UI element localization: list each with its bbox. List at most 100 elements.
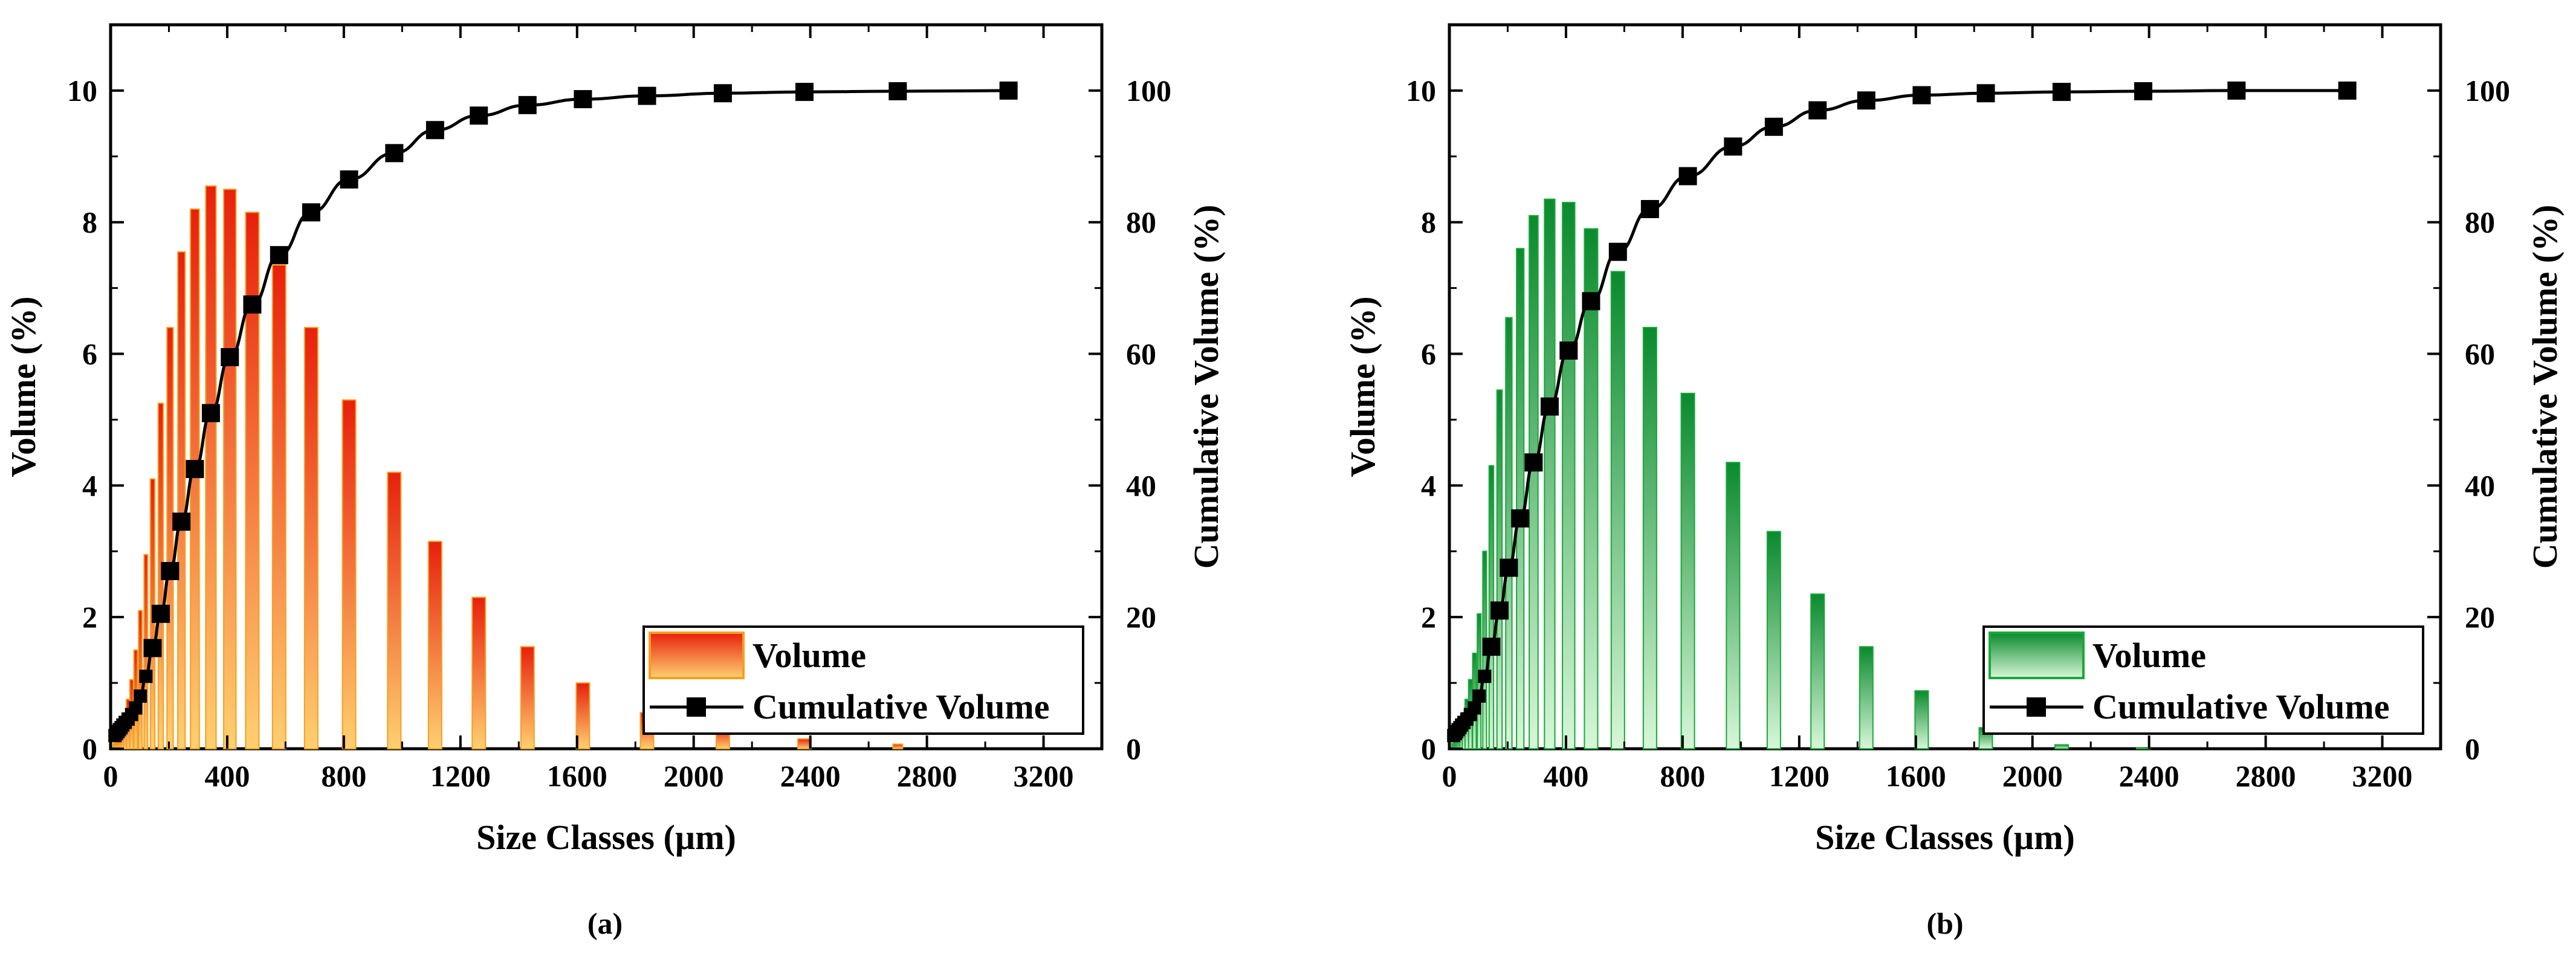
legend-label-volume: Volume	[752, 636, 866, 675]
volume-bar	[1726, 462, 1741, 750]
cumulative-marker	[638, 86, 656, 105]
cumulative-marker	[1500, 558, 1518, 577]
y-tick-label: 0	[1421, 732, 1436, 766]
x-tick-label: 1600	[1886, 759, 1946, 793]
cumulative-marker	[172, 512, 191, 531]
y2-tick-label: 40	[2465, 468, 2495, 502]
cumulative-marker	[518, 95, 537, 114]
volume-bar	[1505, 317, 1513, 749]
cumulative-marker	[139, 670, 153, 683]
cumulative-marker	[1490, 601, 1509, 620]
volume-bar	[520, 646, 535, 750]
cumulative-marker	[302, 203, 320, 222]
volume-bar	[1914, 690, 1929, 750]
x-tick-label: 800	[1660, 759, 1705, 793]
cumulative-marker	[143, 639, 162, 657]
cumulative-marker	[1640, 199, 1659, 218]
cumulative-marker	[1678, 167, 1697, 186]
cumulative-marker	[1857, 91, 1875, 110]
cumulative-marker	[385, 144, 404, 163]
volume-bar	[2054, 744, 2069, 749]
volume-bar	[177, 251, 186, 749]
volume-bar	[892, 743, 904, 749]
volume-bars	[1451, 198, 2150, 750]
y-tick-label: 2	[82, 600, 97, 634]
y-tick-label: 6	[1421, 337, 1436, 371]
cumulative-marker	[151, 604, 170, 623]
y-tick-label: 8	[1421, 205, 1436, 239]
volume-bar	[1584, 228, 1599, 750]
axis-ticks: 0 400 800 1200 1600 2000 2400 2800 3200024681002…	[67, 25, 1171, 793]
y2-tick-label: 80	[2465, 205, 2495, 239]
legend-swatch-marker	[687, 697, 706, 717]
x-tick-label: 2800	[2236, 759, 2296, 793]
cumulative-marker	[574, 90, 592, 109]
cumulative-marker	[888, 82, 907, 100]
volume-bar	[1516, 248, 1525, 750]
plot-frame	[1448, 23, 2442, 751]
y-axis-title: Volume (%)	[4, 296, 43, 477]
volume-bar	[1529, 215, 1539, 749]
volume-bar	[575, 682, 591, 750]
y2-axis-title: Cumulative Volume (%)	[2525, 205, 2565, 569]
axis-ticks: 0 400 800 1200 1600 2000 2400 2800 3200024681002…	[1406, 25, 2510, 793]
cumulative-marker	[795, 83, 814, 102]
x-tick-label: 2000	[664, 759, 724, 793]
volume-bar	[1766, 531, 1781, 749]
volume-bar	[1859, 646, 1874, 750]
y2-tick-label: 0	[1126, 732, 1141, 766]
x-tick-label: 2800	[897, 759, 957, 793]
y2-tick-label: 60	[2465, 337, 2495, 371]
volume-bar	[1642, 326, 1657, 749]
y-axis-title: Volume (%)	[1343, 296, 1382, 477]
volume-bar	[1810, 593, 1825, 750]
y-tick-label: 6	[82, 337, 97, 371]
volume-bar	[427, 540, 442, 749]
y-tick-label: 4	[82, 468, 97, 502]
cumulative-marker	[1808, 101, 1827, 120]
chart-panel-b: 0 400 800 1200 1600 2000 2400 2800 3200024681002…	[1343, 23, 2565, 940]
y2-tick-label: 100	[1126, 74, 1171, 108]
y2-tick-label: 20	[2465, 600, 2495, 634]
volume-bar	[341, 399, 357, 749]
volume-bar	[1544, 198, 1556, 750]
panel-label: (b)	[1926, 906, 1963, 940]
cumulative-marker	[1482, 638, 1501, 656]
legend-label-volume: Volume	[2092, 636, 2206, 675]
x-tick-label: 400	[1543, 759, 1588, 793]
cumulative-marker	[2134, 82, 2152, 100]
cumulative-marker	[999, 81, 1018, 100]
cumulative-marker	[2227, 81, 2246, 100]
cumulative-marker	[1540, 397, 1559, 416]
x-tick-label: 2000	[2002, 759, 2063, 793]
y2-tick-label: 80	[1126, 205, 1156, 239]
x-axis-title: Size Classes (µm)	[476, 818, 736, 857]
cumulative-marker	[713, 84, 732, 103]
y2-tick-label: 60	[1126, 337, 1156, 371]
legend-swatch-volume	[649, 632, 745, 679]
legend-swatch-volume	[1989, 632, 2085, 679]
cumulative-marker	[134, 689, 147, 703]
cumulative-marker	[129, 701, 143, 715]
cumulative-marker	[186, 460, 204, 479]
volume-bar	[205, 185, 217, 749]
y-tick-label: 2	[1421, 600, 1436, 634]
y-tick-label: 4	[1421, 468, 1436, 502]
plot-frame	[109, 23, 1104, 751]
legend: Volume Cumulative Volume	[642, 625, 1084, 735]
x-tick-label: 1600	[547, 759, 607, 793]
cumulative-marker	[161, 561, 180, 580]
y2-tick-label: 100	[2465, 74, 2510, 108]
cumulative-marker	[243, 295, 262, 314]
cumulative-marker	[221, 347, 239, 366]
cumulative-marker	[1468, 701, 1481, 715]
x-tick-label: 800	[321, 759, 366, 793]
chart-panel-a: 0 400 800 1200 1600 2000 2400 2800 3200024681002…	[4, 23, 1226, 940]
legend-swatch-marker	[2027, 697, 2046, 717]
x-tick-label: 0	[103, 759, 118, 793]
x-tick-label: 400	[204, 759, 250, 793]
volume-bar	[387, 471, 402, 750]
y-tick-label: 10	[1406, 74, 1436, 108]
volume-bar	[471, 596, 487, 749]
